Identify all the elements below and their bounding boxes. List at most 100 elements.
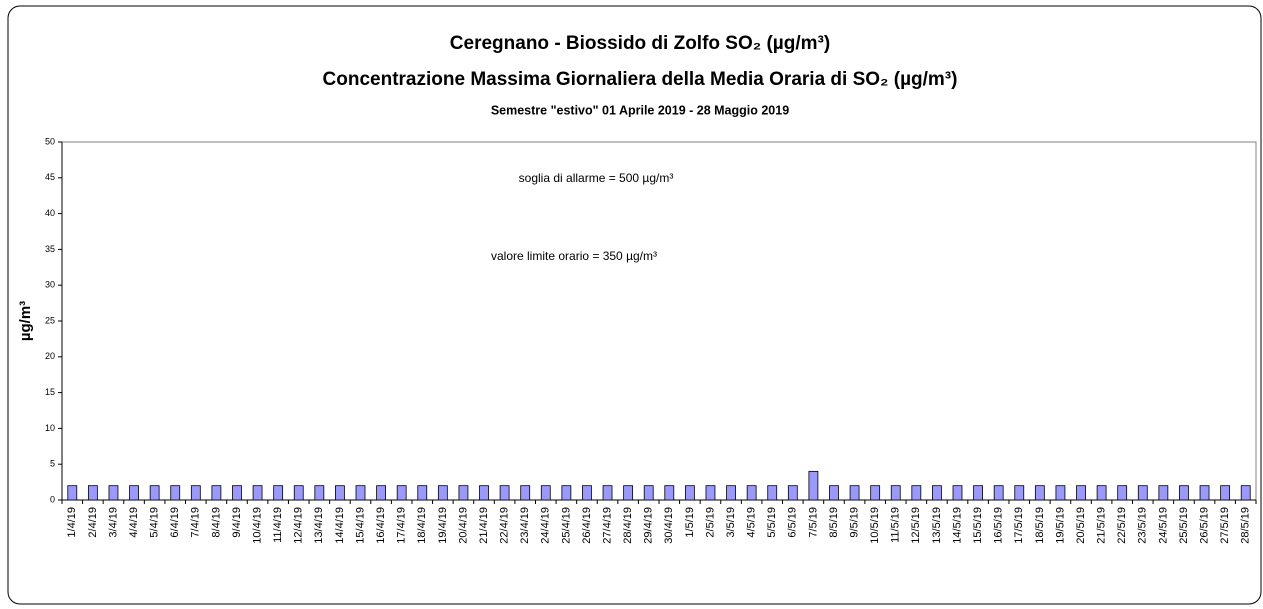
bar [684, 485, 695, 501]
y-tick-label: 15 [45, 387, 55, 397]
x-tick-label: 19/4/19 [437, 507, 449, 544]
x-tick-label: 24/5/19 [1157, 507, 1169, 544]
bar [1096, 485, 1107, 501]
x-tick-label: 21/4/19 [478, 507, 490, 544]
x-tick-label: 5/5/19 [766, 507, 778, 538]
bar [1158, 485, 1169, 501]
x-tick-label: 22/4/19 [499, 507, 511, 544]
x-tick-label: 1/5/19 [684, 507, 696, 538]
bar [252, 485, 263, 501]
bar [1076, 485, 1086, 501]
bar [479, 485, 489, 501]
bar [170, 485, 181, 501]
bar [602, 485, 613, 501]
bar [520, 485, 531, 501]
x-tick-label: 23/5/19 [1137, 507, 1149, 544]
y-tick-label: 20 [45, 351, 55, 361]
bar [1179, 485, 1189, 501]
annotation: soglia di allarme = 500 µg/m³ [519, 171, 674, 185]
bar [335, 485, 345, 501]
bar [149, 485, 160, 501]
x-tick-label: 18/4/19 [416, 507, 428, 544]
x-tick-label: 2/4/19 [87, 507, 99, 538]
x-tick-label: 23/4/19 [519, 507, 531, 544]
bar [561, 485, 572, 501]
bar [973, 485, 983, 501]
bar [499, 485, 510, 501]
bar [458, 485, 469, 501]
bar [582, 485, 592, 501]
x-tick-label: 7/5/19 [807, 507, 819, 538]
x-tick-label: 4/4/19 [128, 507, 140, 538]
x-tick-label: 22/5/19 [1116, 507, 1128, 544]
y-tick-label: 40 [45, 208, 55, 218]
x-tick-label: 16/5/19 [993, 507, 1005, 544]
x-tick-label: 19/5/19 [1054, 507, 1066, 544]
chart-period: Semestre "estivo" 01 Aprile 2019 - 28 Ma… [491, 103, 789, 117]
bar [952, 485, 963, 501]
bar [787, 485, 798, 501]
x-tick-label: 2/5/19 [704, 507, 716, 538]
x-tick-label: 13/5/19 [931, 507, 943, 544]
x-tick-label: 20/4/19 [457, 507, 469, 544]
bar [1199, 485, 1210, 501]
x-tick-label: 24/4/19 [540, 507, 552, 544]
x-tick-label: 7/4/19 [190, 507, 202, 538]
x-tick-label: 30/4/19 [663, 507, 675, 544]
x-tick-label: 15/5/19 [972, 507, 984, 544]
x-tick-label: 27/4/19 [601, 507, 613, 544]
y-axis-label: µg/m³ [17, 301, 34, 341]
x-tick-label: 13/4/19 [313, 507, 325, 544]
bar [1220, 485, 1231, 501]
bar [664, 485, 675, 501]
bar [932, 485, 942, 501]
bar [540, 485, 551, 501]
annotation: valore limite orario = 350 µg/m³ [491, 249, 657, 263]
bar [1034, 485, 1045, 501]
x-tick-label: 3/5/19 [725, 507, 737, 538]
y-tick-label: 45 [45, 172, 55, 182]
x-tick-label: 8/4/19 [210, 507, 222, 538]
bar [1055, 485, 1066, 501]
bar [911, 485, 922, 501]
x-tick-label: 9/4/19 [231, 507, 243, 538]
bar [293, 485, 304, 501]
x-tick-label: 20/5/19 [1075, 507, 1087, 544]
y-tick-label: 0 [50, 494, 55, 504]
bar [211, 485, 222, 501]
x-tick-label: 6/5/19 [787, 507, 799, 538]
bar [232, 485, 242, 501]
chart-title: Ceregnano - Biossido di Zolfo SO₂ (µg/m³… [450, 33, 830, 54]
bar [1137, 485, 1148, 501]
x-tick-label: 14/4/19 [334, 507, 346, 544]
x-tick-label: 25/5/19 [1178, 507, 1190, 544]
x-tick-label: 6/4/19 [169, 507, 181, 538]
x-tick-label: 12/5/19 [910, 507, 922, 544]
bar [993, 485, 1004, 501]
bar [1240, 485, 1251, 501]
x-tick-label: 9/5/19 [848, 507, 860, 538]
x-tick-label: 28/4/19 [622, 507, 634, 544]
x-tick-label: 26/5/19 [1198, 507, 1210, 544]
x-tick-label: 15/4/19 [354, 507, 366, 544]
bar [355, 485, 366, 501]
x-tick-label: 26/4/19 [581, 507, 593, 544]
bar [437, 485, 448, 501]
x-tick-label: 5/4/19 [149, 507, 161, 538]
x-tick-label: 11/5/19 [890, 507, 902, 543]
bar [705, 485, 716, 501]
bar [417, 485, 428, 501]
x-tick-label: 18/5/19 [1034, 507, 1046, 544]
x-tick-label: 12/4/19 [293, 507, 305, 544]
bar [273, 485, 284, 501]
x-tick-label: 28/5/19 [1240, 507, 1252, 544]
x-tick-label: 11/4/19 [272, 507, 284, 543]
bar [643, 485, 654, 501]
x-tick-label: 16/4/19 [375, 507, 387, 544]
x-tick-label: 25/4/19 [560, 507, 572, 544]
bar [623, 485, 634, 501]
bar [108, 485, 119, 501]
x-tick-label: 8/5/19 [828, 507, 840, 538]
x-tick-label: 14/5/19 [951, 507, 963, 544]
